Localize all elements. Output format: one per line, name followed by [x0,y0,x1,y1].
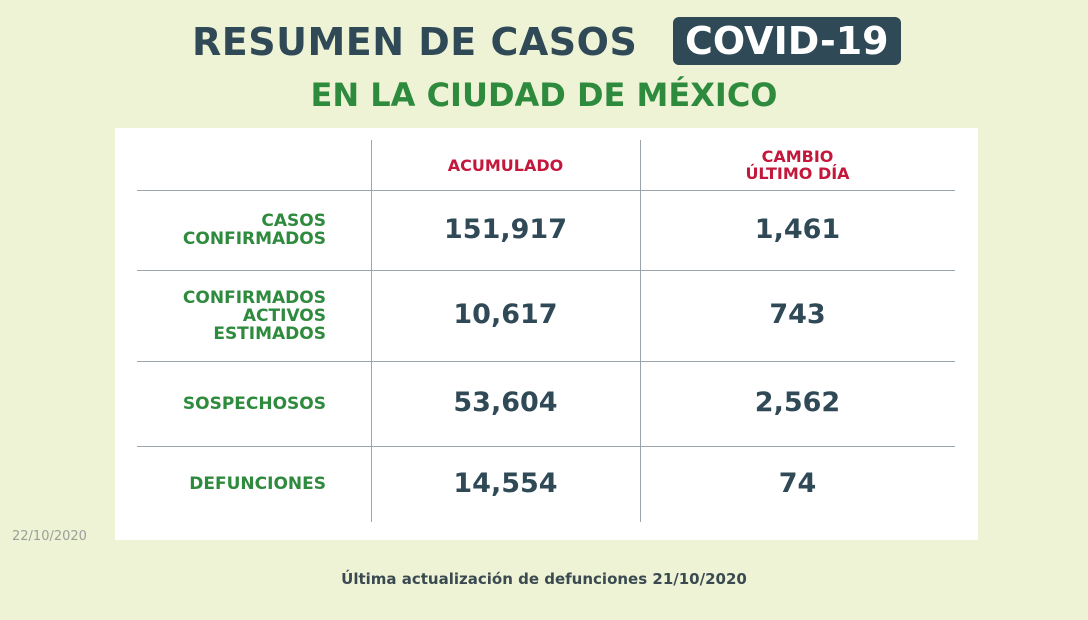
footer: Última actualización de defunciones 21/1… [341,570,747,588]
col-line [371,140,372,522]
value-cell: 1,461 [754,213,841,245]
row-line [137,361,955,362]
table-panel [115,128,978,540]
row-line [137,446,955,447]
text-line: CASOS [261,211,326,231]
value-cell: 14,554 [453,467,558,499]
row-line [137,190,955,191]
column-header: ACUMULADO [371,140,640,190]
value-cell: 743 [769,299,826,330]
value-cell: 10,617 [453,299,558,330]
value-cell: 2,562 [754,387,841,418]
value-cell: 53,604 [453,387,558,418]
text-line: ÚLTIMO DÍA [745,164,850,183]
row-label: CASOS CONFIRMADOS [137,190,326,270]
col-line [640,140,641,522]
value-cell: 74 [778,467,817,499]
text-line: CONFIRMADOS [182,229,326,249]
subtitle: EN LA CIUDAD DE MÉXICO [310,76,778,114]
text-line: ACTIVOS [242,305,326,326]
column-header: CAMBIO ÚLTIMO DÍA [640,140,955,190]
badge: COVID-19 [673,17,901,65]
row-label: DEFUNCIONES [137,446,326,522]
date: 22/10/2020 [12,529,87,544]
text-line: CAMBIO [761,147,834,166]
title: RESUMEN DE CASOS [192,20,638,64]
text-line: DEFUNCIONES [189,474,326,494]
text-line: ESTIMADOS [213,323,326,344]
row-label: CONFIRMADOS ACTIVOS ESTIMADOS [137,270,326,361]
value-cell: 151,917 [444,213,567,245]
text-line: SOSPECHOSOS [182,393,326,414]
row-label: SOSPECHOSOS [137,361,326,446]
text-line: CONFIRMADOS [182,287,326,308]
row-line [137,270,955,271]
text-line: ACUMULADO [447,155,564,175]
